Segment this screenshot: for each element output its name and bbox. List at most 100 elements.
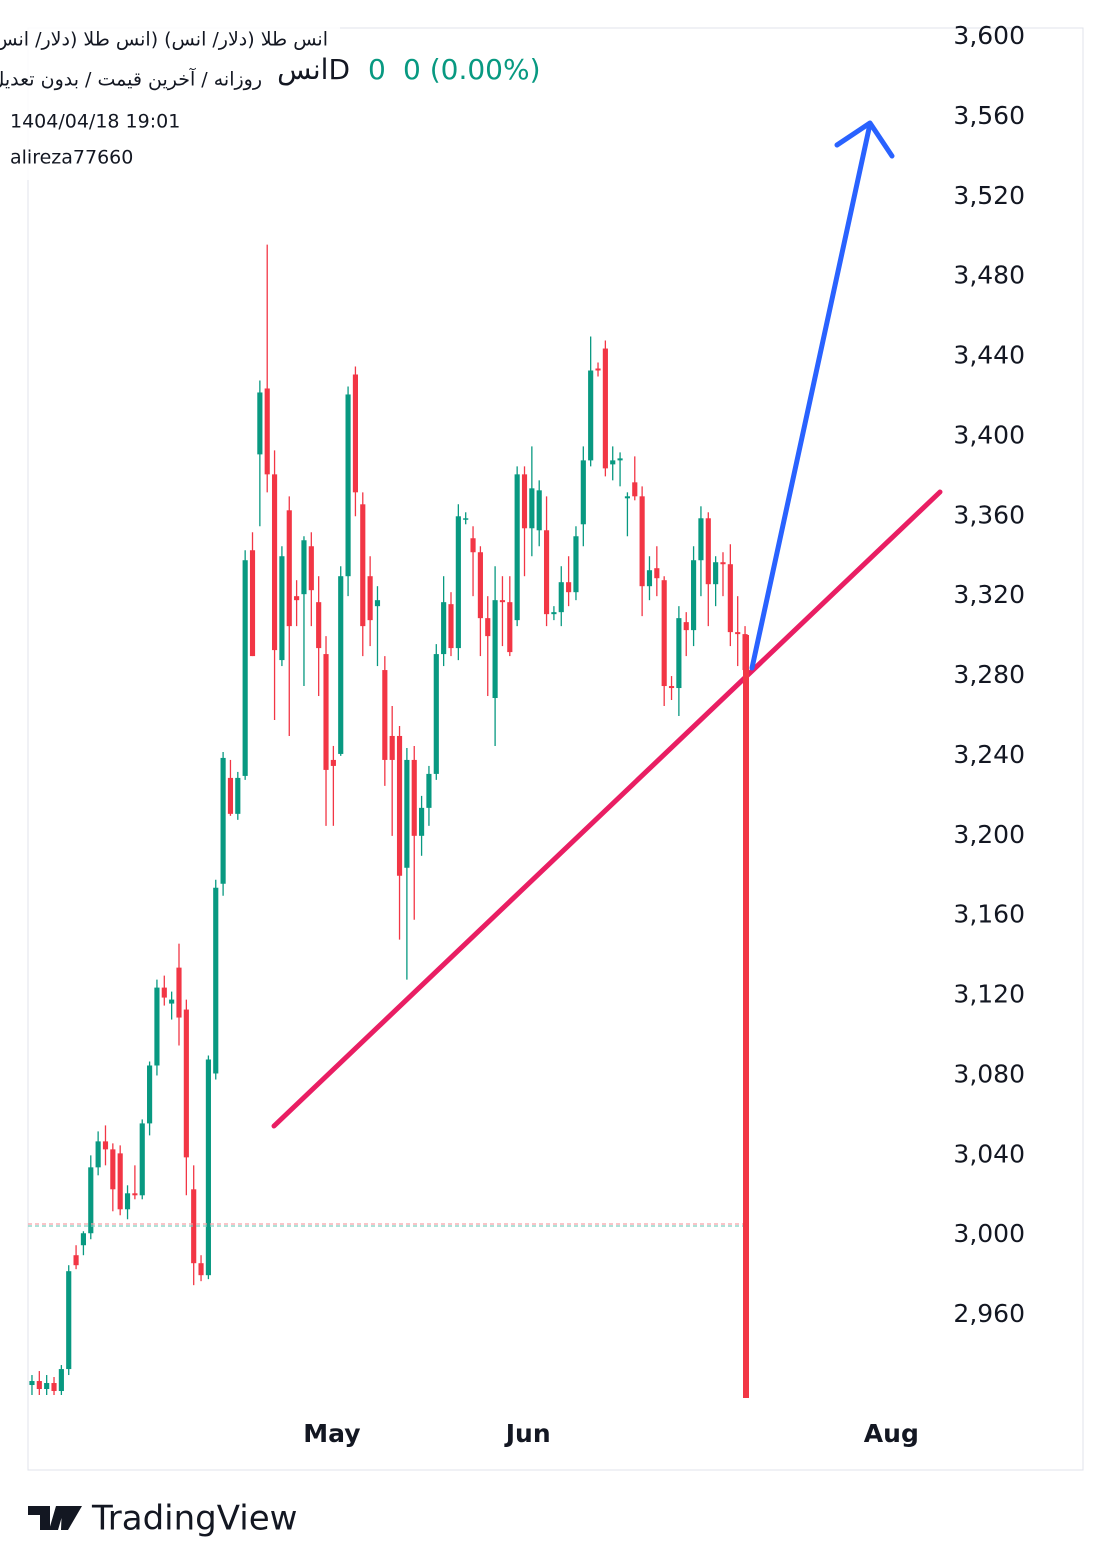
candle-body: [58, 1369, 64, 1392]
candle-body: [308, 546, 314, 591]
author: alireza77660: [10, 147, 133, 169]
header-title: انس طلا (دلار/ انس) (انس طلا (دلار/ انس)…: [0, 29, 328, 51]
y-tick-label: 3,280: [953, 660, 1025, 689]
candle-body: [404, 759, 410, 868]
candle-body: [73, 1255, 79, 1266]
candle-body: [448, 604, 454, 649]
candle-body: [426, 773, 432, 808]
logo: TradingView: [28, 1499, 297, 1539]
candle-body: [147, 1065, 153, 1124]
candle-body: [80, 1233, 87, 1246]
y-tick-label: 3,520: [953, 181, 1025, 210]
candle-body: [713, 562, 719, 585]
y-tick-label: 3,320: [953, 580, 1025, 609]
candle-body: [617, 458, 623, 461]
candle-body: [220, 757, 226, 884]
candle-body: [720, 562, 726, 565]
candle-body: [213, 887, 219, 1074]
candle-body: [382, 670, 388, 760]
candle-body: [139, 1123, 145, 1196]
candle-body: [271, 474, 278, 651]
candle-body: [705, 518, 711, 585]
candle-body: [29, 1381, 35, 1386]
y-tick-label: 3,000: [953, 1219, 1025, 1248]
candle-body: [169, 999, 175, 1004]
x-tick-label: Aug: [864, 1419, 919, 1448]
candle-body: [345, 394, 351, 577]
candle-body: [727, 564, 733, 633]
candle-body: [668, 686, 675, 689]
candle-body: [191, 1189, 197, 1264]
y-tick-label: 3,440: [953, 341, 1025, 370]
trend-line: [271, 489, 943, 1129]
header-bg: [0, 20, 340, 180]
candle-body: [698, 518, 704, 561]
candle-body: [470, 538, 476, 553]
candle-body: [602, 348, 608, 469]
candle-body: [514, 474, 520, 621]
candle-body: [66, 1271, 72, 1370]
chart-frame: [27, 27, 1084, 1471]
candle-body: [492, 600, 498, 699]
y-tick-label: 3,240: [953, 740, 1025, 769]
candle-body: [264, 388, 270, 475]
candle-body: [316, 602, 322, 649]
candle-body: [110, 1149, 116, 1190]
candle-body: [161, 987, 167, 998]
candle-body: [558, 582, 564, 613]
candle-body: [36, 1381, 42, 1390]
candle-body: [132, 1193, 138, 1196]
change-pct: 0 (0.00%): [403, 53, 541, 86]
candle-body: [499, 600, 506, 603]
candle-body: [661, 580, 667, 687]
candle-body: [536, 490, 542, 531]
candle-body: [367, 576, 373, 621]
candle-body: [735, 632, 741, 635]
candle-body: [330, 759, 336, 766]
y-tick-label: 3,200: [953, 820, 1025, 849]
candle-body: [183, 1009, 189, 1158]
candle-body: [683, 622, 689, 631]
candle-body: [441, 602, 447, 655]
candle-body: [610, 460, 616, 465]
candle-body: [411, 759, 417, 836]
y-tick-label: 3,400: [953, 420, 1025, 449]
candle-body: [477, 552, 483, 619]
candle-body: [374, 600, 381, 607]
candle-body: [455, 516, 461, 649]
candle-body: [242, 560, 248, 776]
candle-body: [124, 1193, 131, 1210]
candle-body: [396, 735, 403, 876]
candle-body: [301, 540, 307, 595]
candle-body: [352, 374, 358, 493]
y-tick-label: 3,600: [953, 21, 1025, 50]
symbol: انسD: [277, 53, 350, 86]
candle-body: [249, 550, 256, 657]
candle-body: [198, 1263, 204, 1276]
candle-body: [51, 1383, 57, 1392]
candle-body: [257, 392, 263, 455]
x-tick-label: May: [303, 1419, 360, 1448]
y-tick-label: 3,360: [953, 500, 1025, 529]
y-tick-label: 2,960: [953, 1299, 1025, 1328]
candle-body: [88, 1167, 94, 1234]
candle-body: [463, 518, 469, 520]
candle-body: [543, 530, 550, 615]
candle-body: [632, 482, 638, 497]
candle-body: [338, 576, 344, 754]
candle-body: [507, 602, 513, 653]
arrow-head: [834, 120, 895, 159]
y-tick-label: 3,040: [953, 1139, 1025, 1168]
candle-body: [529, 488, 535, 529]
candle-body: [433, 654, 439, 774]
candle-body: [227, 777, 234, 814]
header-subtitle: روزانه / آخرین قیمت / بدون تعدیل: [0, 67, 262, 91]
candle-body: [485, 618, 491, 637]
y-tick-label: 3,560: [953, 101, 1025, 130]
datetime: 1404/04/18 19:01: [10, 111, 180, 133]
candle-body: [117, 1153, 123, 1210]
candle-body: [646, 570, 653, 587]
candle-body: [573, 536, 579, 593]
candle-body: [154, 987, 160, 1066]
